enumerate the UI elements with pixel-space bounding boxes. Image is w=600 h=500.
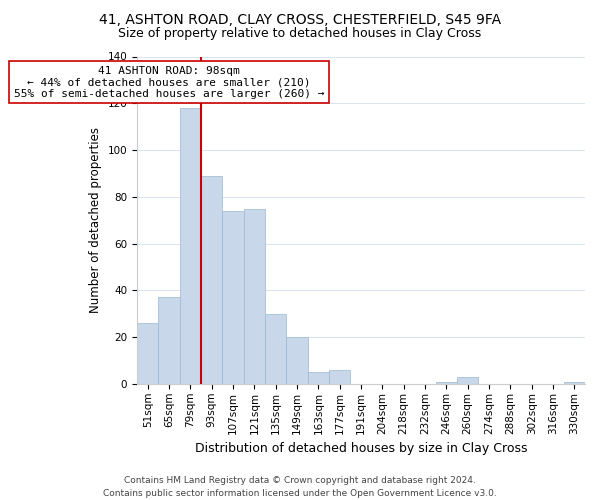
Bar	[244, 208, 265, 384]
Bar	[137, 323, 158, 384]
Text: Contains HM Land Registry data © Crown copyright and database right 2024.
Contai: Contains HM Land Registry data © Crown c…	[103, 476, 497, 498]
Bar	[158, 298, 179, 384]
Y-axis label: Number of detached properties: Number of detached properties	[89, 127, 102, 313]
X-axis label: Distribution of detached houses by size in Clay Cross: Distribution of detached houses by size …	[195, 442, 527, 455]
Bar	[457, 377, 478, 384]
Bar	[223, 211, 244, 384]
Bar	[179, 108, 201, 384]
Bar	[436, 382, 457, 384]
Bar	[201, 176, 223, 384]
Bar	[563, 382, 585, 384]
Bar	[329, 370, 350, 384]
Bar	[265, 314, 286, 384]
Bar	[308, 372, 329, 384]
Text: Size of property relative to detached houses in Clay Cross: Size of property relative to detached ho…	[118, 28, 482, 40]
Text: 41 ASHTON ROAD: 98sqm
← 44% of detached houses are smaller (210)
55% of semi-det: 41 ASHTON ROAD: 98sqm ← 44% of detached …	[14, 66, 324, 99]
Text: 41, ASHTON ROAD, CLAY CROSS, CHESTERFIELD, S45 9FA: 41, ASHTON ROAD, CLAY CROSS, CHESTERFIEL…	[99, 12, 501, 26]
Bar	[286, 337, 308, 384]
